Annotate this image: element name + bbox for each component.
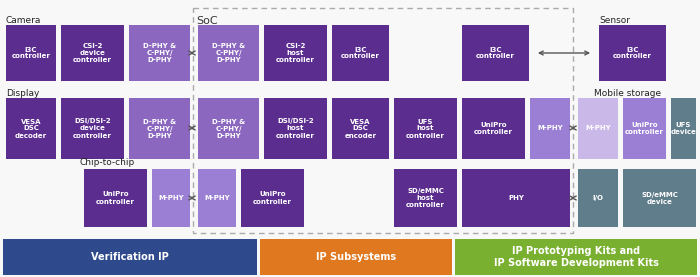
FancyBboxPatch shape	[152, 169, 190, 227]
FancyBboxPatch shape	[129, 25, 190, 81]
Bar	[260, 239, 452, 275]
Text: Verification IP: Verification IP	[91, 252, 169, 262]
FancyBboxPatch shape	[61, 25, 124, 81]
Text: Chip-to-chip: Chip-to-chip	[80, 158, 135, 167]
Text: VESA
DSC
decoder: VESA DSC decoder	[15, 119, 47, 138]
Text: PHY: PHY	[508, 195, 524, 201]
Text: D-PHY &
C-PHY/
D-PHY: D-PHY & C-PHY/ D-PHY	[143, 119, 176, 138]
FancyBboxPatch shape	[530, 98, 570, 159]
FancyBboxPatch shape	[462, 25, 529, 81]
Text: D-PHY &
C-PHY/
D-PHY: D-PHY & C-PHY/ D-PHY	[212, 119, 245, 138]
Bar	[3, 239, 257, 275]
Text: UniPro
controller: UniPro controller	[253, 191, 292, 204]
Text: M-PHY: M-PHY	[158, 195, 184, 201]
Text: SD/eMMC
host
controller: SD/eMMC host controller	[406, 188, 445, 208]
Text: UniPro
controller: UniPro controller	[625, 122, 664, 135]
Text: UniPro
controller: UniPro controller	[96, 191, 135, 204]
FancyBboxPatch shape	[599, 25, 666, 81]
Text: Sensor: Sensor	[599, 16, 630, 25]
Text: VESA
DSC
encoder: VESA DSC encoder	[344, 119, 377, 138]
Text: D-PHY &
C-PHY/
D-PHY: D-PHY & C-PHY/ D-PHY	[212, 43, 245, 63]
Bar	[455, 239, 697, 275]
Text: I3C
controller: I3C controller	[12, 47, 50, 60]
Text: UFS
device: UFS device	[671, 122, 696, 135]
FancyBboxPatch shape	[264, 98, 327, 159]
Text: I3C
controller: I3C controller	[613, 47, 652, 60]
FancyBboxPatch shape	[129, 98, 190, 159]
FancyBboxPatch shape	[198, 25, 259, 81]
FancyBboxPatch shape	[671, 98, 696, 159]
Text: M-PHY: M-PHY	[585, 125, 611, 132]
Text: IP Subsystems: IP Subsystems	[316, 252, 396, 262]
Text: IP Prototyping Kits and
IP Software Development Kits: IP Prototyping Kits and IP Software Deve…	[494, 246, 659, 268]
Text: I3C
controller: I3C controller	[476, 47, 515, 60]
Text: M-PHY: M-PHY	[537, 125, 563, 132]
FancyBboxPatch shape	[198, 169, 236, 227]
Text: UFS
host
controller: UFS host controller	[406, 119, 445, 138]
Text: D-PHY &
C-PHY/
D-PHY: D-PHY & C-PHY/ D-PHY	[143, 43, 176, 63]
FancyBboxPatch shape	[84, 169, 147, 227]
FancyBboxPatch shape	[394, 98, 457, 159]
FancyBboxPatch shape	[6, 25, 56, 81]
Text: Camera: Camera	[6, 16, 41, 25]
Text: UniPro
controller: UniPro controller	[474, 122, 513, 135]
Text: Mobile storage: Mobile storage	[594, 89, 661, 98]
Text: CSI-2
device
controller: CSI-2 device controller	[73, 43, 112, 63]
FancyBboxPatch shape	[462, 98, 525, 159]
Text: CSI-2
host
controller: CSI-2 host controller	[276, 43, 315, 63]
FancyBboxPatch shape	[61, 98, 124, 159]
Text: I3C
controller: I3C controller	[341, 47, 380, 60]
FancyBboxPatch shape	[264, 25, 327, 81]
Text: M-PHY: M-PHY	[204, 195, 230, 201]
FancyBboxPatch shape	[578, 98, 618, 159]
Text: I/O: I/O	[592, 195, 603, 201]
FancyBboxPatch shape	[623, 98, 666, 159]
FancyBboxPatch shape	[332, 98, 389, 159]
Text: DSI/DSI-2
device
controller: DSI/DSI-2 device controller	[73, 119, 112, 138]
FancyBboxPatch shape	[6, 98, 56, 159]
FancyBboxPatch shape	[332, 25, 389, 81]
Text: SD/eMMC
device: SD/eMMC device	[641, 191, 678, 204]
FancyBboxPatch shape	[578, 169, 618, 227]
FancyBboxPatch shape	[394, 169, 457, 227]
FancyBboxPatch shape	[241, 169, 304, 227]
FancyBboxPatch shape	[462, 169, 570, 227]
FancyBboxPatch shape	[623, 169, 696, 227]
Text: Display: Display	[6, 89, 39, 98]
FancyBboxPatch shape	[198, 98, 259, 159]
Text: SoC: SoC	[196, 16, 218, 26]
Bar	[193, 8, 573, 233]
Text: DSI/DSI-2
host
controller: DSI/DSI-2 host controller	[276, 119, 315, 138]
